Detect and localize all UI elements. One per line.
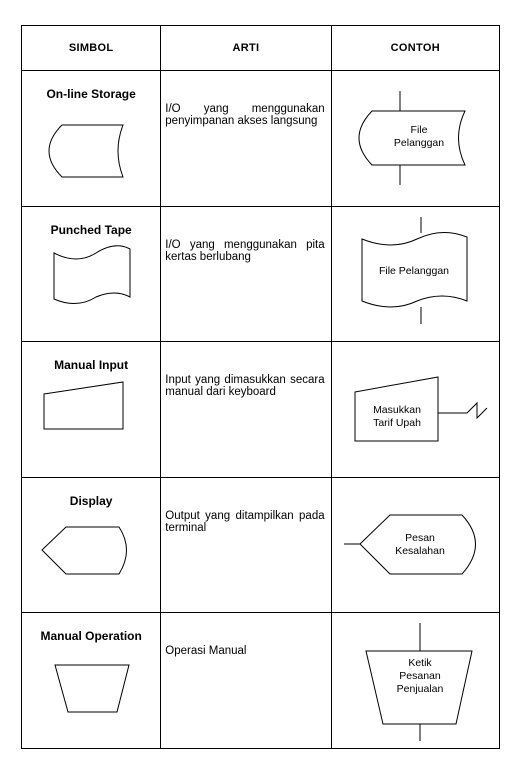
meaning-text: Input yang dimasukkan secara manual dari…: [165, 374, 325, 398]
example-manual-input-icon: Masukkan Tarif Upah: [354, 376, 487, 442]
example-cell: File Pelanggan: [330, 70, 501, 207]
example-online-storage-icon: File Pelanggan: [358, 91, 466, 185]
meaning-cell: Output yang ditampilkan pada terminal: [160, 477, 332, 613]
meaning-text: Output yang ditampilkan pada terminal: [165, 510, 325, 534]
punched-tape-icon: [53, 245, 131, 304]
table-row: Manual Operation Operasi Manual Ketik Pe…: [20, 612, 501, 749]
example-cell: Pesan Kesalahan: [330, 477, 501, 613]
meaning-cell: Operasi Manual: [160, 612, 332, 749]
meaning-text: I/O yang menggunakan pita kertas berluba…: [165, 239, 325, 263]
symbol-cell: Manual Operation: [20, 612, 162, 749]
header-symbol: SIMBOL: [20, 25, 162, 71]
table-row: Display Output yang ditampilkan pada ter…: [20, 477, 501, 613]
symbol-name: Manual Input: [54, 358, 129, 372]
manual-operation-icon: [54, 664, 130, 713]
table-row: Punched Tape I/O yang menggunakan pita k…: [20, 206, 501, 342]
symbol-name: Manual Operation: [40, 629, 142, 643]
meaning-text: I/O yang menggunakan penyimpanan akses l…: [165, 103, 325, 127]
header-example: CONTOH: [330, 25, 501, 71]
symbol-name: Display: [69, 494, 113, 508]
example-line: Pesanan: [399, 670, 441, 682]
example-line: Penjualan: [396, 683, 443, 695]
example-manual-operation-icon: Ketik Pesanan Penjualan: [364, 623, 473, 741]
example-cell: File Pelanggan: [330, 206, 501, 342]
symbol-name: Punched Tape: [50, 223, 132, 237]
header-meaning: ARTI: [160, 25, 332, 71]
example-line: Ketik: [408, 657, 432, 669]
example-line: Tarif Upah: [373, 417, 421, 429]
display-icon: [41, 526, 127, 575]
example-cell: Masukkan Tarif Upah: [330, 341, 501, 478]
table-row: On-line Storage I/O yang menggunakan pen…: [20, 70, 501, 207]
example-line: Pesan: [405, 532, 435, 544]
meaning-text: Operasi Manual: [165, 645, 247, 657]
example-line: Kesalahan: [395, 545, 445, 557]
meaning-cell: Input yang dimasukkan secara manual dari…: [160, 341, 332, 478]
symbol-cell: Punched Tape: [20, 206, 162, 342]
meaning-cell: I/O yang menggunakan penyimpanan akses l…: [160, 70, 332, 207]
table-row: Manual Input Input yang dimasukkan secar…: [20, 341, 501, 478]
flowchart-symbol-table: SIMBOL ARTI CONTOH On-line Storage I/O y…: [20, 25, 501, 749]
example-punched-tape-icon: File Pelanggan: [361, 217, 468, 324]
example-cell: Ketik Pesanan Penjualan: [330, 612, 501, 749]
symbol-name: On-line Storage: [46, 87, 136, 101]
example-line: File Pelanggan: [379, 265, 449, 277]
example-line: Pelanggan: [394, 137, 444, 149]
symbol-cell: On-line Storage: [20, 70, 162, 207]
example-display-icon: Pesan Kesalahan: [343, 514, 476, 575]
symbol-cell: Manual Input: [20, 341, 162, 478]
meaning-cell: I/O yang menggunakan pita kertas berluba…: [160, 206, 332, 342]
example-line: File: [410, 124, 427, 136]
symbol-cell: Display: [20, 477, 162, 613]
online-storage-icon: [48, 124, 124, 178]
manual-input-icon: [43, 381, 124, 430]
header-row: SIMBOL ARTI CONTOH: [20, 25, 501, 71]
example-line: Masukkan: [373, 404, 421, 416]
